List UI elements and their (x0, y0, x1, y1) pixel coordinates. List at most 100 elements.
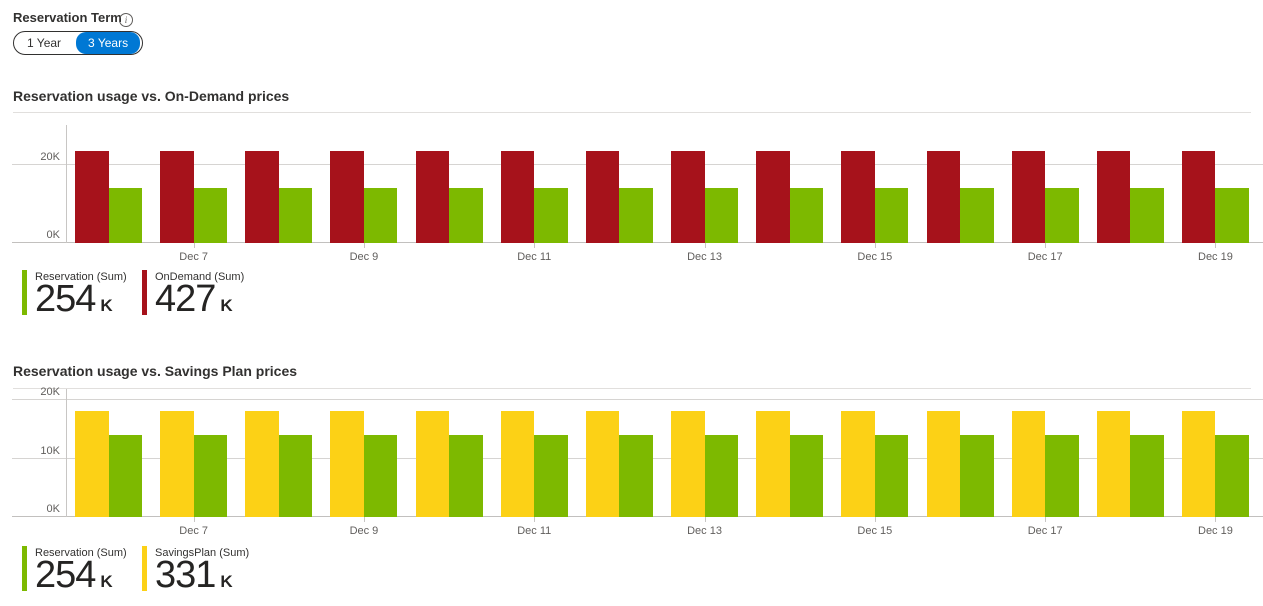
bar-savingsplan-dec-9[interactable] (330, 411, 364, 517)
bar-reservation-dec-11[interactable] (534, 435, 568, 517)
bar-reservation-dec-11[interactable] (534, 188, 568, 243)
x-tick (874, 517, 876, 522)
bar-reservation-dec-14[interactable] (789, 435, 824, 517)
bar-ondemand-dec-15[interactable] (841, 150, 875, 243)
x-tick-label-dec-15: Dec 15 (857, 525, 893, 537)
bar-reservation-dec-7[interactable] (193, 435, 228, 517)
x-tick (704, 517, 706, 522)
bar-reservation-dec-12[interactable] (619, 188, 653, 243)
x-tick (193, 517, 195, 522)
bar-savingsplan-dec-11[interactable] (500, 411, 535, 517)
bar-reservation-dec-12[interactable] (619, 435, 653, 517)
legend-series-label: OnDemand (Sum) (155, 271, 245, 283)
bar-reservation-dec-16[interactable] (960, 188, 994, 243)
bar-reservation-dec-10[interactable] (449, 188, 483, 243)
bar-ondemand-dec-14[interactable] (756, 150, 790, 243)
divider (13, 388, 1251, 389)
reservation-term-label: Reservation Term (13, 10, 122, 25)
bar-reservation-dec-10[interactable] (449, 435, 483, 517)
legend-sum-value: 331 K (155, 554, 233, 596)
legend-sum-unit: K (220, 296, 233, 315)
bar-reservation-dec-13[interactable] (704, 188, 739, 243)
y-tick-label-0K: 0K (46, 229, 60, 241)
bar-ondemand-dec-19[interactable] (1181, 150, 1216, 243)
legend-color-swatch (22, 546, 27, 591)
bar-reservation-dec-6[interactable] (108, 188, 142, 243)
bar-savingsplan-dec-8[interactable] (245, 411, 279, 517)
x-tick-label-dec-9: Dec 9 (349, 251, 379, 263)
x-tick-label-dec-7: Dec 7 (179, 525, 209, 537)
bar-reservation-dec-13[interactable] (704, 435, 739, 517)
x-tick-label-dec-9: Dec 9 (349, 525, 379, 537)
legend-sum-value: 254 K (35, 554, 113, 596)
x-tick (1215, 517, 1217, 522)
y-tick-label-10K: 10K (40, 444, 60, 457)
x-tick (1215, 243, 1217, 248)
bar-reservation-dec-17[interactable] (1045, 435, 1079, 517)
bar-ondemand-dec-16[interactable] (926, 150, 960, 243)
x-tick-label-dec-11: Dec 11 (517, 525, 552, 537)
bar-savingsplan-dec-17[interactable] (1011, 411, 1046, 517)
bar-ondemand-dec-18[interactable] (1096, 150, 1131, 243)
x-tick-label-dec-19: Dec 19 (1198, 251, 1233, 263)
legend-sum-unit: K (100, 572, 113, 591)
bar-savingsplan-dec-7[interactable] (160, 411, 194, 517)
x-tick-label-dec-13: Dec 13 (687, 251, 722, 263)
bar-chart-ondemand: 0K 20K Dec 7 Dec 9 Dec 11 Dec 13 Dec 15 Dec 17 D… (0, 125, 1263, 263)
bar-reservation-dec-6[interactable] (108, 435, 142, 517)
bar-ondemand-dec-13[interactable] (671, 150, 705, 243)
gridline-20K (12, 163, 1263, 165)
x-tick-label-dec-11: Dec 11 (517, 251, 552, 263)
bar-ondemand-dec-8[interactable] (245, 150, 279, 243)
bar-savingsplan-dec-18[interactable] (1096, 411, 1131, 517)
y-tick-label-20K: 20K (40, 150, 60, 163)
legend-sum-value: 427 K (155, 278, 233, 320)
x-tick (534, 243, 536, 248)
x-tick (874, 243, 876, 248)
bar-reservation-dec-8[interactable] (278, 188, 313, 243)
bar-reservation-dec-14[interactable] (789, 188, 824, 243)
bar-reservation-dec-19[interactable] (1215, 435, 1249, 517)
legend-item-reservation: Reservation (Sum) 254 K (22, 546, 127, 600)
bar-chart-savingsplan: 0K 10K 20K Dec 7 Dec 9 Dec 11 Dec 13 Dec 15 Dec … (0, 386, 1263, 537)
bar-savingsplan-dec-10[interactable] (415, 411, 450, 517)
bar-savingsplan-dec-13[interactable] (671, 411, 705, 517)
bar-reservation-dec-18[interactable] (1130, 435, 1164, 517)
bar-reservation-dec-19[interactable] (1215, 188, 1249, 243)
bar-reservation-dec-8[interactable] (278, 435, 313, 517)
bar-reservation-dec-17[interactable] (1045, 188, 1079, 243)
bar-reservation-dec-18[interactable] (1130, 188, 1164, 243)
bar-reservation-dec-9[interactable] (363, 435, 398, 517)
bar-ondemand-dec-9[interactable] (330, 150, 364, 243)
x-tick (193, 243, 195, 248)
bar-savingsplan-dec-6[interactable] (75, 411, 109, 517)
x-tick (704, 243, 706, 248)
bar-ondemand-dec-10[interactable] (415, 150, 450, 243)
legend-sum-unit: K (220, 572, 233, 591)
gridline-20K (12, 399, 1263, 401)
chart-title: Reservation usage vs. On-Demand prices (13, 88, 290, 104)
x-tick (1045, 517, 1047, 522)
bar-savingsplan-dec-12[interactable] (585, 411, 620, 517)
bar-savingsplan-dec-19[interactable] (1181, 411, 1216, 517)
bar-savingsplan-dec-15[interactable] (841, 411, 875, 517)
bar-ondemand-dec-17[interactable] (1011, 150, 1046, 243)
y-tick-label-0K: 0K (46, 503, 60, 515)
bar-reservation-dec-7[interactable] (193, 188, 228, 243)
bar-savingsplan-dec-14[interactable] (756, 411, 790, 517)
legend-series-label: SavingsPlan (Sum) (155, 547, 250, 559)
bar-reservation-dec-15[interactable] (874, 188, 909, 243)
bar-ondemand-dec-11[interactable] (500, 150, 535, 243)
bar-ondemand-dec-6[interactable] (75, 150, 109, 243)
bar-ondemand-dec-7[interactable] (160, 150, 194, 243)
bar-ondemand-dec-12[interactable] (585, 150, 620, 243)
bar-reservation-dec-9[interactable] (363, 188, 398, 243)
toggle-option-3-years[interactable]: 3 Years (76, 32, 141, 54)
toggle-option-1-year[interactable]: 1 Year (27, 36, 62, 50)
bar-reservation-dec-16[interactable] (960, 435, 994, 517)
bar-reservation-dec-15[interactable] (874, 435, 909, 517)
legend-item-ondemand: OnDemand (Sum) 427 K (142, 270, 244, 324)
legend-item-savingsplan: SavingsPlan (Sum) 331 K (142, 546, 249, 600)
info-icon[interactable]: i (119, 13, 133, 27)
bar-savingsplan-dec-16[interactable] (926, 411, 960, 517)
